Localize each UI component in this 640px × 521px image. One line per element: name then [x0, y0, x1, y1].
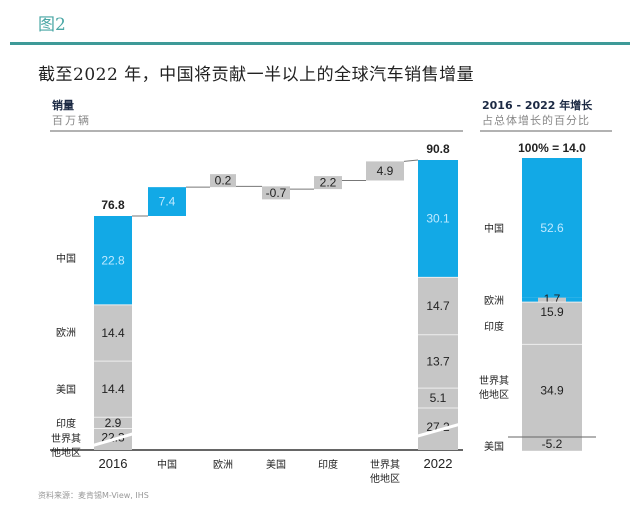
bar-2016-segment-label: 22.8	[101, 253, 125, 267]
right-segment-1	[538, 297, 566, 305]
increment-label-2: -0.7	[266, 186, 287, 200]
header-rule	[10, 42, 630, 45]
right-segment-label-4: -5.2	[542, 437, 563, 451]
segment-name-label-4: 他地区	[51, 446, 81, 459]
right-total-label: 100% = 14.0	[518, 141, 586, 155]
x-tick-label-6: 2022	[424, 456, 453, 471]
bar-2016-segment-0	[94, 216, 132, 305]
bar-2022-segment-label: 14.7	[426, 299, 450, 313]
right-segment-name-2: 印度	[484, 320, 504, 333]
x-tick-label-0: 2016	[99, 456, 128, 471]
right-segment-name-0: 中国	[484, 222, 504, 235]
segment-name-label-4: 世界其	[51, 433, 81, 445]
bar-2022-segment-0	[418, 160, 458, 278]
segment-name-label-3: 印度	[56, 417, 76, 430]
right-segment-2	[522, 302, 582, 345]
bar-2022-segment-label: 5.1	[430, 391, 447, 405]
right-panel-title: 2016 - 2022 年增长	[482, 99, 593, 112]
increment-bar-2	[262, 186, 290, 200]
x-tick-label-3: 美国	[266, 458, 286, 471]
bar-2022-axis-break	[413, 421, 465, 439]
increment-bar-0	[148, 187, 186, 216]
x-tick-label-2: 欧洲	[213, 459, 233, 471]
x-tick-label-5: 他地区	[370, 472, 400, 485]
increment-bar-4	[366, 161, 404, 181]
increment-label-4: 4.9	[377, 164, 394, 178]
right-segment-label-3: 34.9	[540, 384, 564, 398]
bar-2016-segment-label: 2.9	[105, 416, 122, 430]
bar-2016-axis-break	[89, 430, 139, 448]
waterfall-connector	[403, 159, 419, 162]
bar-2022-segment-3	[418, 388, 458, 409]
increment-label-3: 2.2	[320, 176, 337, 190]
right-segment-0	[522, 158, 582, 298]
segment-name-label-1: 欧洲	[56, 327, 76, 339]
right-segment-name-3: 他地区	[479, 388, 509, 401]
x-tick-label-4: 印度	[318, 458, 338, 471]
bar-2016-segment-label: 14.4	[101, 382, 125, 396]
right-segment-3	[522, 344, 582, 437]
bar-2022-segment-2	[418, 334, 458, 389]
figure-label: 图2	[38, 15, 66, 35]
increment-label-1: 0.2	[215, 174, 232, 188]
left-panel-unit: 百万辆	[52, 114, 91, 127]
right-segment-label-0: 52.6	[540, 221, 564, 235]
right-segment-4	[522, 437, 582, 451]
chart-title: 截至2022 年，中国将贡献一半以上的全球汽车销售增量	[38, 65, 475, 85]
increment-bar-3	[314, 176, 342, 190]
x-tick-label-5: 世界其	[370, 459, 400, 471]
right-segment-name-1: 欧洲	[484, 295, 504, 307]
x-tick-label-1: 中国	[157, 458, 177, 471]
bar-2016-segment-label: 14.4	[101, 326, 125, 340]
right-segment-label-2: 15.9	[540, 305, 564, 319]
segment-name-label-2: 美国	[56, 383, 76, 396]
source-footnote: 资料来源：麦肯锡M-View, IHS	[38, 491, 149, 500]
segment-name-label-0: 中国	[56, 252, 76, 265]
bar-2022-segment-label: 13.7	[426, 354, 450, 368]
left-panel-title: 销量	[52, 99, 74, 112]
bar-2016-total-label: 76.8	[101, 198, 125, 212]
bar-2016-segment-3	[94, 417, 132, 429]
bar-2016-segment-2	[94, 361, 132, 418]
bar-2022-total-label: 90.8	[426, 142, 450, 156]
bar-2022-segment-label: 30.1	[426, 212, 450, 226]
bar-2022-segment-1	[418, 277, 458, 335]
right-segment-name-4: 美国	[484, 440, 504, 453]
increment-bar-1	[210, 174, 236, 188]
right-segment-name-3: 世界其	[479, 375, 509, 387]
bar-2016-segment-1	[94, 304, 132, 362]
right-panel-unit: 占总体增长的百分比	[482, 114, 590, 127]
increment-label-0: 7.4	[159, 195, 176, 209]
